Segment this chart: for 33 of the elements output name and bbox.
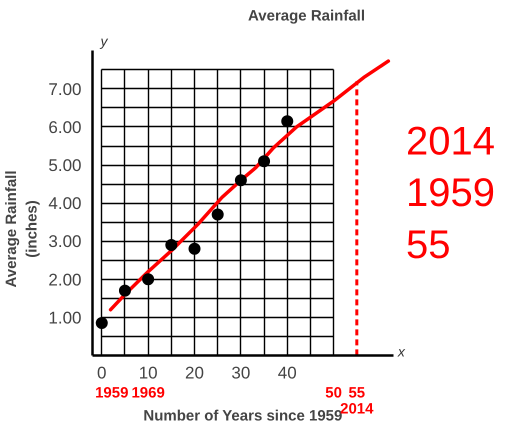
y-tick-label: 7.00: [48, 80, 82, 99]
text: 55: [348, 384, 366, 402]
x-tick-label: 40: [278, 363, 297, 382]
text: 1969: [131, 384, 165, 402]
point: [96, 317, 108, 330]
text: y: [100, 32, 108, 49]
text: x: [396, 343, 406, 360]
y-tick-label: 5.00: [48, 156, 82, 176]
text: 55: [406, 222, 450, 267]
y-tick-label: 6.00: [48, 118, 82, 137]
text: 1959: [95, 384, 128, 402]
y-tick-label: 1.00: [48, 308, 82, 328]
point: [212, 208, 224, 221]
text: 2014: [406, 119, 495, 164]
point: [165, 239, 178, 251]
x-tick-label: 10: [138, 363, 158, 382]
point: [118, 284, 131, 297]
chart-title: Average Rainfall: [248, 8, 366, 24]
point: [281, 115, 294, 128]
text: 50: [325, 384, 342, 402]
point: [258, 155, 270, 168]
point: [234, 174, 247, 186]
y-tick-label: 4.00: [48, 194, 82, 214]
text: 1959: [406, 171, 495, 216]
point: [188, 242, 201, 255]
point: [142, 273, 154, 286]
y-tick-label: 3.00: [48, 232, 82, 252]
x-axis-title: Number of Years since 1959: [143, 408, 342, 424]
x-tick-label: 0: [97, 363, 107, 382]
x-tick-label: 30: [231, 363, 250, 382]
y-axis-title: Average Rainfall (inches): [3, 170, 40, 288]
y-tick-label: 2.00: [48, 270, 82, 290]
x-tick-label: 20: [185, 363, 204, 382]
